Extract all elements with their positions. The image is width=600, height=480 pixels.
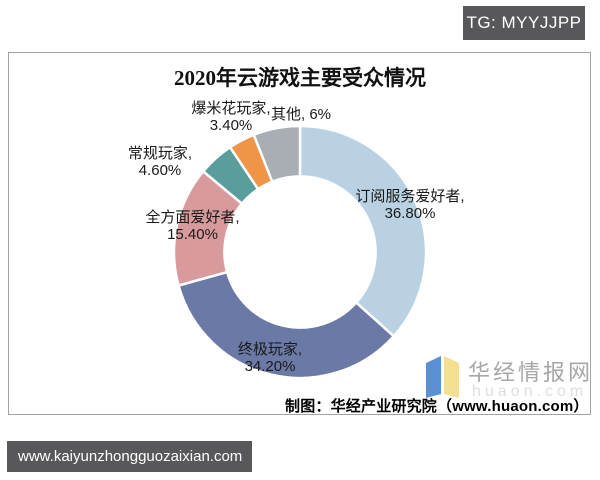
donut-label-value: 36.80% — [384, 205, 436, 222]
donut-label-value: 3.40% — [209, 117, 253, 134]
donut-label-name: 终极玩家, — [237, 341, 303, 358]
bottom-bar: www.kaiyunzhongguozaixian.com — [0, 430, 600, 480]
chart-title: 2020年云游戏主要受众情况 — [174, 66, 426, 90]
donut-label-name: 全方面爱好者, — [145, 209, 240, 226]
donut-label: 爆米花玩家, 3.40% — [186, 100, 276, 134]
watermark-site-url: huaon.com — [472, 383, 588, 400]
donut-label: 订阅服务爱好者, 36.80% — [340, 188, 480, 222]
tg-contact-badge: TG: MYYJJPP — [463, 6, 585, 40]
chart-source-note: 制图：华经产业研究院（www.huaon.com） — [285, 398, 589, 415]
donut-segment — [252, 124, 302, 183]
donut-segment — [177, 270, 395, 380]
donut-label: 终极玩家, 34.20% — [225, 341, 315, 375]
donut-segment — [298, 124, 428, 338]
donut-chart — [172, 124, 428, 380]
huaon-logo-icon — [426, 356, 459, 398]
donut-label-name: 常规玩家, — [127, 145, 193, 162]
donut-label-name: 订阅服务爱好者, — [355, 188, 465, 205]
donut-label: 常规玩家, 4.60% — [126, 145, 194, 179]
donut-label-value: 4.60% — [138, 162, 182, 179]
top-bar: TG: MYYJJPP — [0, 0, 600, 50]
donut-label: 全方面爱好者, 15.40% — [140, 209, 245, 243]
site-url-badge: www.kaiyunzhongguozaixian.com — [7, 441, 252, 472]
watermark-site-name: 华经情报网 — [468, 360, 594, 385]
donut-label-value: 34.20% — [244, 358, 296, 375]
donut-label-name: 爆米花玩家, — [191, 100, 271, 117]
donut-label: 其他, 6% — [271, 106, 332, 123]
donut-label-value: 15.40% — [167, 226, 218, 243]
